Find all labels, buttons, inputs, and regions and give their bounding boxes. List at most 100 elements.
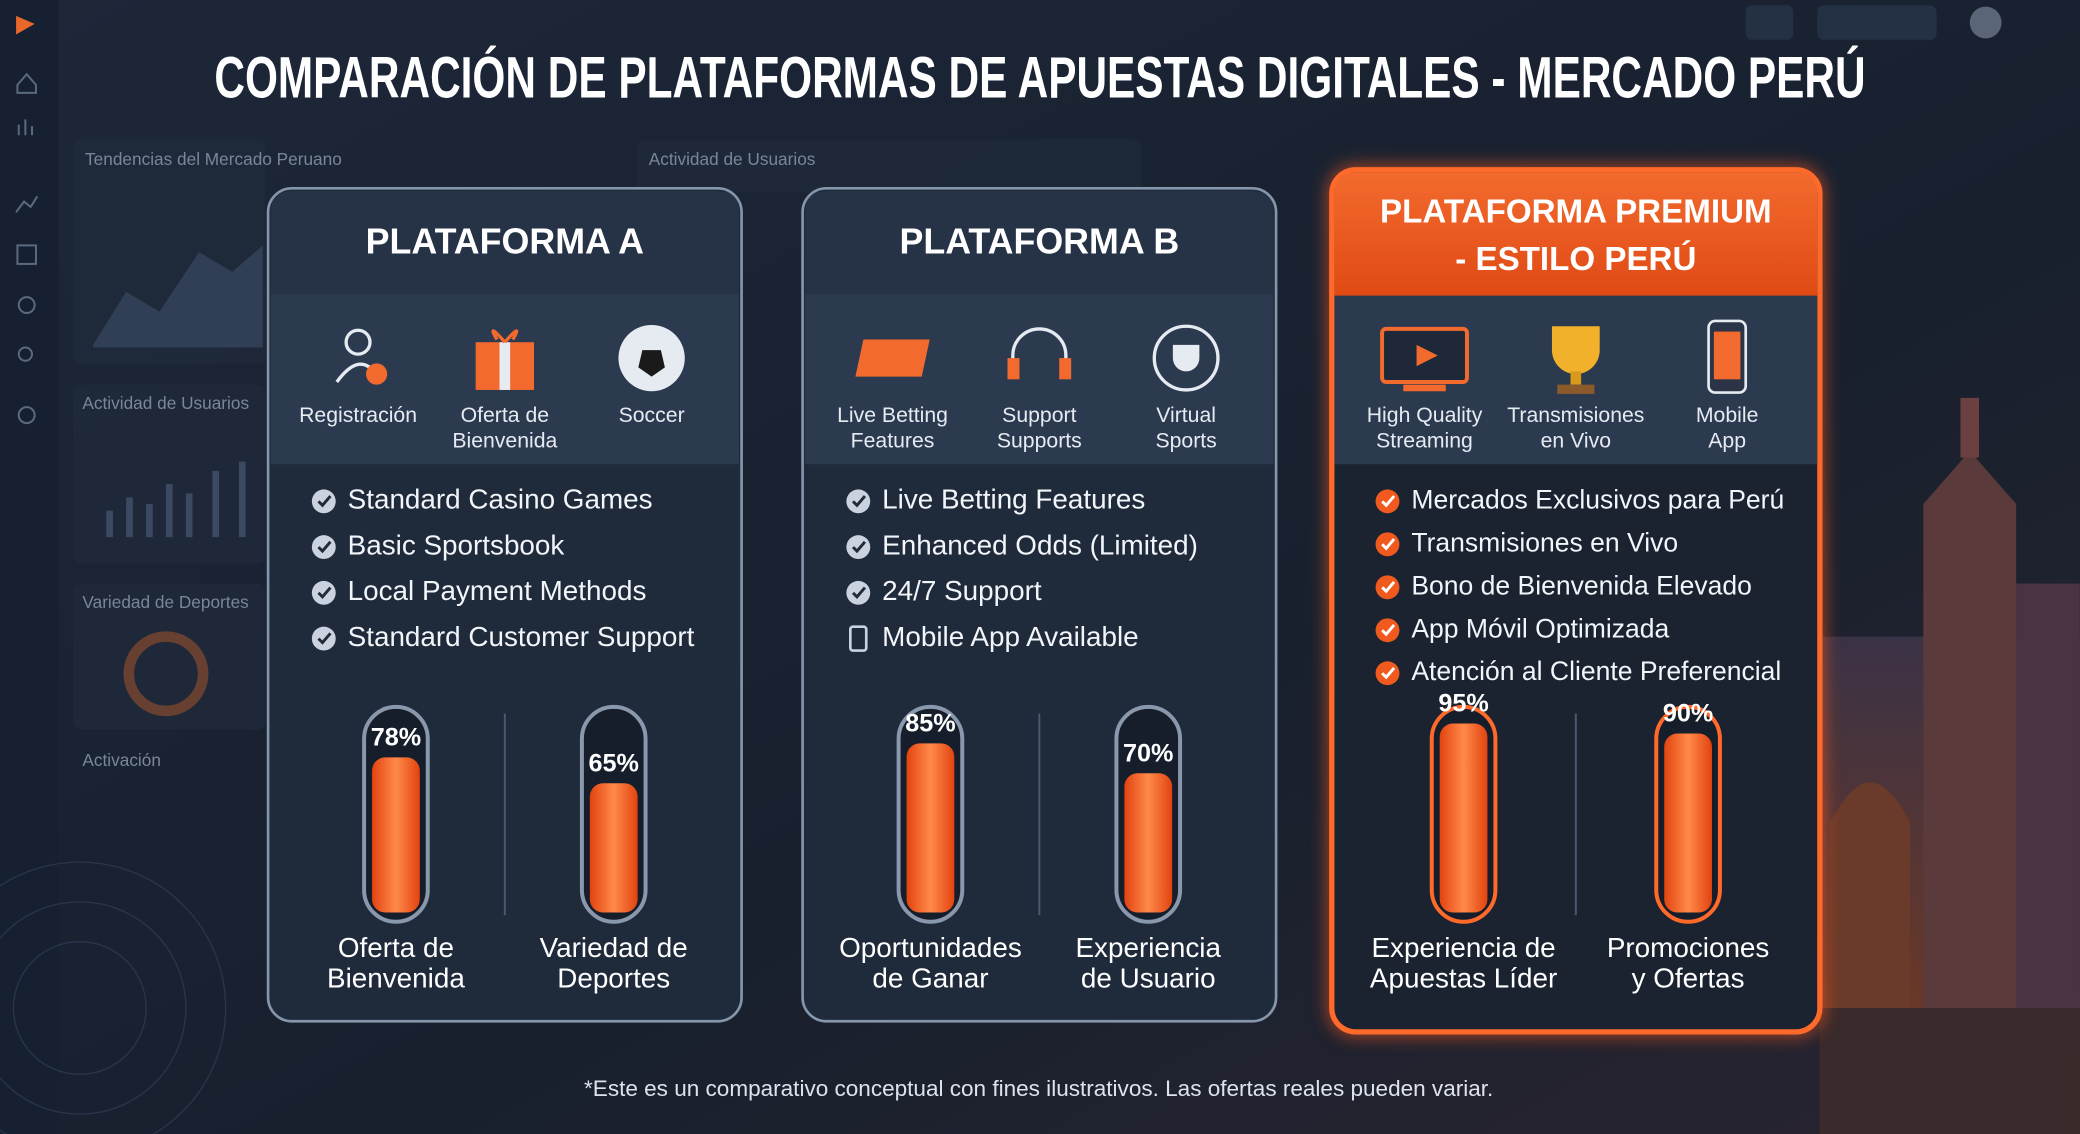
feature-text: App Móvil Optimizada [1411,613,1669,643]
icon-label: Live Betting [837,404,948,427]
meter-fill [372,757,420,913]
icon [1380,326,1469,392]
check-mark [1381,624,1396,637]
check-icon [1375,575,1400,600]
check-icon [846,535,871,560]
icon [1707,319,1748,394]
meter-value: 95% [1438,690,1488,718]
meter-fill [906,743,955,913]
check-icon [1375,661,1400,686]
panel-label: Activación [82,750,161,770]
check-mark [1381,538,1396,551]
icon-shape [344,328,372,356]
sidebar [0,0,59,1134]
icon-shape [1570,371,1582,385]
check-icon [846,489,871,514]
check-mark [1381,581,1396,594]
check-icon [311,626,336,651]
icon-label: Sports [1155,429,1216,452]
check-icon [311,489,336,514]
icon-label: en Vivo [1541,429,1611,452]
icon [475,329,535,390]
feature-text: Mobile App Available [882,621,1138,652]
icon [618,324,685,392]
footnote: *Este es un comparativo conceptual con f… [584,1076,1493,1101]
meter-label: Bienvenida [327,963,465,994]
icon-shape [1713,331,1741,380]
icon-shape [1007,358,1020,380]
icon-label: Transmisiones [1507,404,1644,427]
meter-label: Experiencia [1075,932,1221,963]
feature-text: Transmisiones en Vivo [1411,527,1678,557]
icon-shape [1416,344,1438,367]
check-mark [317,586,332,599]
icon-shape [855,339,930,377]
icon [1007,327,1072,380]
card-title: PLATAFORMA A [366,221,644,261]
icon-label: App [1708,429,1746,452]
phone-icon [849,625,868,652]
icon-label: Soccer [619,404,685,427]
check-icon [846,580,871,605]
check-mark [851,540,867,554]
check-icon [1375,489,1400,514]
feature-text: Atención al Cliente Preferencial [1411,656,1781,686]
feature-text: Live Betting Features [882,484,1145,515]
card-header [805,190,1274,295]
check-icon [311,580,336,605]
background-panels [73,139,1141,730]
feature-text: Local Payment Methods [348,575,647,606]
icon-band [805,294,1274,465]
feature-text: Mercados Exclusivos para Perú [1411,484,1784,514]
meter-label: y Ofertas [1632,963,1745,994]
icon-shape [1172,344,1200,372]
meter-label: Deportes [557,963,670,994]
meter-fill [1439,723,1488,913]
check-mark [317,495,332,508]
icon-shape [1011,327,1068,367]
icon-shape [1551,326,1600,375]
icon-label: Streaming [1376,429,1473,452]
meter-fill [1124,773,1173,913]
meter-label: Apuestas Líder [1370,963,1557,994]
icon [335,328,388,385]
icon-shape [499,342,511,390]
card-header [270,190,739,295]
icon [855,339,930,377]
feature-text: Bono de Bienvenida Elevado [1411,570,1752,600]
panel-label: Variedad de Deportes [82,592,248,612]
meter-label: Promociones [1607,932,1770,963]
feature-text: Basic Sportsbook [348,529,565,560]
icon-label: Bienvenida [452,429,557,452]
check-mark [851,586,867,599]
icon-label: Support [1002,404,1076,427]
page-title: COMPARACIÓN DE PLATAFORMAS DE APUESTAS D… [214,45,1865,111]
icon-shape [1059,358,1072,380]
icon [1551,326,1600,394]
icon-shape [1152,324,1220,392]
meter-value: 78% [371,723,421,751]
icon-label: Oferta de [461,404,549,427]
check-mark [1381,495,1396,508]
panel-label: Actividad de Usuarios [649,149,816,169]
check-mark [317,632,332,645]
top-bar [1745,5,2002,40]
check-icon [1375,532,1400,557]
city-skyline [1819,397,2080,1134]
icon-label: Supports [997,429,1082,452]
check-mark [1381,666,1396,680]
icon-label: Features [851,429,935,452]
icon-shape [491,329,519,344]
meter-value: 65% [589,749,639,777]
card-header [1334,172,1818,296]
meter-value: 85% [905,709,955,737]
card-title: PLATAFORMA B [899,221,1179,261]
icon-label: Registración [299,404,417,427]
check-mark [851,495,867,508]
panel-label: Actividad de Usuarios [82,393,249,413]
card-title: PLATAFORMA PREMIUM [1380,193,1772,230]
icon [1152,324,1220,392]
